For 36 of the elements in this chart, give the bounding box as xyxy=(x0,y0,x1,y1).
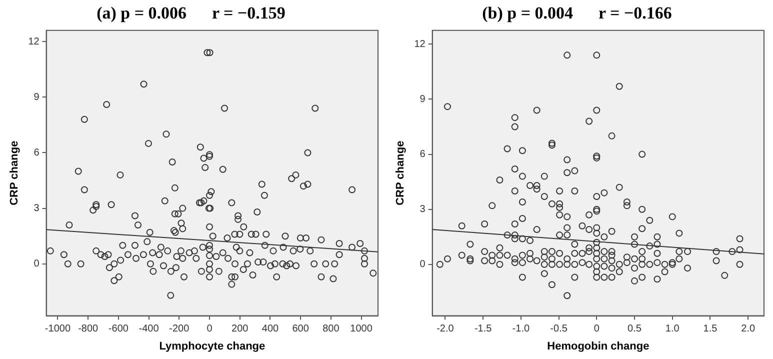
y-tick-label: 3 xyxy=(420,204,426,216)
y-tick-label: 6 xyxy=(420,149,426,160)
x-tick-label: -200 xyxy=(169,324,190,335)
y-axis-title: CRP change xyxy=(8,140,21,206)
x-tick-label: 400 xyxy=(262,324,280,335)
x-tick-label: -0.5 xyxy=(550,324,568,335)
y-tick-label: 0 xyxy=(34,258,40,270)
x-tick-label: -1000 xyxy=(44,324,71,335)
x-tick-label: 1.5 xyxy=(703,324,718,335)
x-tick-label: 0.5 xyxy=(628,324,642,335)
x-axis-title: Hemogobin change xyxy=(547,340,650,352)
y-tick-label: 12 xyxy=(414,38,426,50)
x-tick-label: 200 xyxy=(232,324,249,335)
x-tick-label: 1000 xyxy=(350,324,373,335)
x-tick-label: 2.0 xyxy=(741,324,756,335)
x-axis-title: Lymphocyte change xyxy=(159,340,266,352)
x-tick-label: -1.5 xyxy=(474,324,492,335)
y-tick-label: 9 xyxy=(420,94,426,105)
x-tick-label: 1.0 xyxy=(665,324,680,335)
y-tick-label: 3 xyxy=(34,203,40,214)
y-tick-label: 9 xyxy=(34,92,40,103)
x-tick-label: 0 xyxy=(206,324,213,335)
chart-title: (a) p = 0.006 r = −0.159 xyxy=(96,4,286,23)
x-tick-label: 600 xyxy=(292,324,310,335)
x-tick-label: 0 xyxy=(594,324,600,335)
x-tick-label: 800 xyxy=(322,324,340,335)
x-tick-label: -600 xyxy=(108,324,129,335)
x-tick-label: -2.0 xyxy=(436,324,454,335)
y-tick-label: 0 xyxy=(420,259,426,270)
chart-title: (b) p = 0.004 r = −0.166 xyxy=(482,4,672,23)
y-tick-label: 12 xyxy=(28,36,40,48)
x-tick-label: -400 xyxy=(138,324,160,335)
x-tick-label: -1.0 xyxy=(512,324,530,335)
x-tick-label: -800 xyxy=(78,324,99,335)
y-axis-title: CRP change xyxy=(394,140,407,206)
y-tick-label: 6 xyxy=(34,147,40,158)
